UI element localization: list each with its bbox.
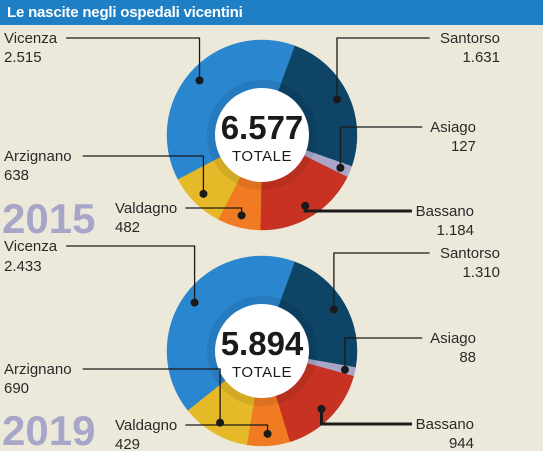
leader-line-santorso-2015 — [336, 37, 430, 100]
label-valdagno-2019: Valdagno — [115, 417, 177, 434]
label-bassano-2019: Bassano — [416, 416, 474, 433]
leader-line-asiago-2019 — [344, 337, 423, 370]
leader-line-bassano-2019 — [319, 408, 412, 426]
donut-hole-2015 — [215, 88, 309, 182]
label-bassano-2015: Bassano — [416, 203, 474, 220]
donut-2019: 5.894 TOTALE 2019 Santorso 1.310 Asiago 88 Bass… — [2, 238, 500, 451]
leader-line-asiago-2015 — [339, 126, 423, 168]
total-value-2019: 5.894 — [221, 325, 304, 362]
label-asiago-2019: Asiago — [430, 330, 476, 347]
label-valdagno-2015: Valdagno — [115, 200, 177, 217]
label-arzignano-2015: Arzignano — [4, 148, 72, 165]
label-santorso-2019: Santorso — [440, 245, 500, 262]
leader-line-valdagno-2015 — [185, 207, 243, 216]
value-santorso-2019: 1.310 — [462, 264, 500, 281]
label-santorso-2015: Santorso — [440, 30, 500, 47]
value-asiago-2015: 127 — [451, 138, 476, 155]
leader-line-arzignano-2015 — [82, 155, 205, 194]
value-asiago-2019: 88 — [459, 349, 476, 366]
value-valdagno-2015: 482 — [115, 219, 140, 236]
value-valdagno-2019: 429 — [115, 436, 140, 451]
leader-line-vicenza-2019 — [66, 245, 196, 303]
total-value-2015: 6.577 — [221, 109, 304, 146]
label-vicenza-2019: Vicenza — [4, 238, 58, 255]
value-arzignano-2019: 690 — [4, 380, 29, 397]
value-vicenza-2015: 2.515 — [4, 49, 42, 66]
year-label-2015: 2015 — [2, 195, 95, 242]
year-label-2019: 2019 — [2, 407, 95, 451]
leader-line-vicenza-2015 — [66, 37, 201, 81]
donut-charts: 6.577 TOTALE 2015 Santorso 1.631 Asiago 127 Bas… — [2, 30, 500, 451]
value-vicenza-2019: 2.433 — [4, 258, 42, 275]
leader-line-arzignano-2019 — [82, 368, 221, 423]
value-arzignano-2015: 638 — [4, 167, 29, 184]
leader-line-bassano-2015 — [303, 205, 412, 213]
chart-title: Le nascite negli ospedali vicentini — [0, 0, 543, 25]
value-santorso-2015: 1.631 — [462, 49, 500, 66]
total-label-2019: TOTALE — [232, 364, 292, 381]
label-vicenza-2015: Vicenza — [4, 30, 58, 47]
label-arzignano-2019: Arzignano — [4, 361, 72, 378]
label-asiago-2015: Asiago — [430, 119, 476, 136]
donut-2015: 6.577 TOTALE 2015 Santorso 1.631 Asiago 127 Bas… — [2, 30, 500, 242]
value-bassano-2019: 944 — [449, 435, 474, 451]
leader-line-valdagno-2019 — [185, 424, 269, 434]
total-label-2015: TOTALE — [232, 148, 292, 165]
donut-hole-2019 — [215, 304, 309, 398]
value-bassano-2015: 1.184 — [436, 222, 474, 239]
leader-line-santorso-2019 — [333, 252, 430, 310]
